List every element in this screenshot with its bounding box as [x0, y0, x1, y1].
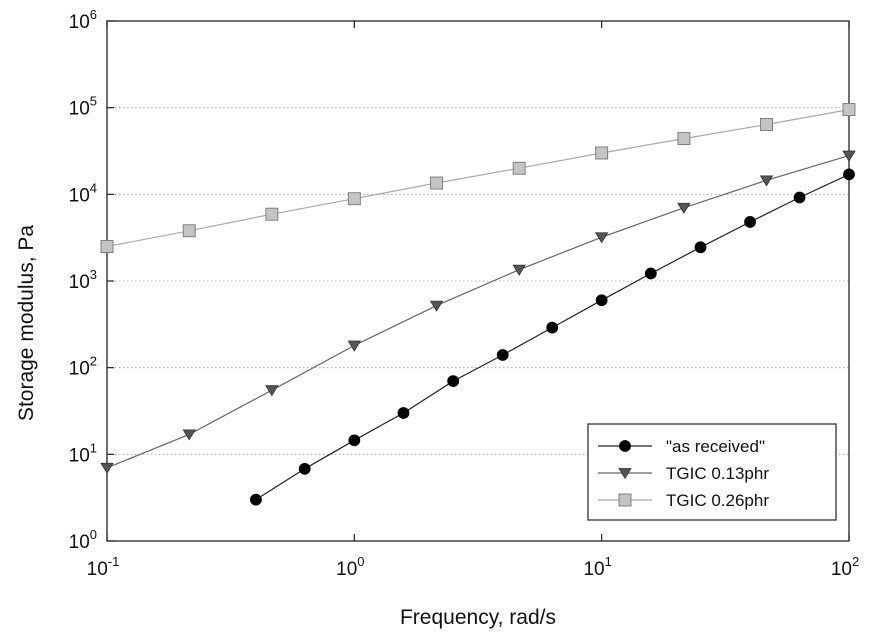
series-1 — [250, 168, 855, 506]
data-point — [265, 385, 279, 397]
data-point — [496, 349, 509, 361]
x-tick-label: 102 — [831, 554, 859, 580]
data-point — [429, 300, 444, 312]
data-point — [546, 321, 559, 334]
legend-entry: "as received" — [598, 437, 765, 456]
data-point — [760, 118, 773, 131]
data-point — [793, 191, 806, 204]
legend-marker — [619, 440, 631, 452]
data-point — [348, 434, 361, 447]
legend-entry: TGIC 0.13phr — [598, 464, 769, 483]
y-tick-label: 105 — [69, 94, 97, 120]
data-point — [250, 493, 262, 506]
data-point — [182, 224, 196, 238]
y-tick-label: 102 — [69, 354, 97, 380]
legend-marker — [618, 468, 632, 480]
data-point — [512, 161, 526, 175]
axis-ticks — [106, 20, 850, 542]
series-line — [106, 155, 850, 469]
data-point — [644, 267, 657, 280]
data-point — [512, 264, 526, 276]
data-point — [843, 168, 855, 181]
data-point — [430, 176, 444, 190]
y-tick-labels: 100 101 102 103 104 105 106 — [69, 7, 97, 553]
series-2 — [100, 150, 856, 474]
data-point — [100, 462, 114, 474]
data-point — [182, 429, 196, 441]
data-point — [595, 294, 608, 307]
data-point — [744, 216, 756, 228]
data-point — [447, 375, 460, 387]
legend-marker — [618, 493, 632, 507]
data-point — [677, 202, 691, 214]
data-point — [694, 241, 707, 254]
data-point — [677, 132, 691, 146]
legend-entry: TGIC 0.26phr — [598, 491, 769, 510]
y-tick-label: 103 — [69, 267, 97, 293]
data-point — [397, 407, 410, 419]
series-line — [106, 109, 850, 248]
data-point — [842, 103, 856, 117]
y-tick-label: 100 — [69, 527, 97, 553]
data-point — [595, 146, 609, 160]
data-point — [759, 175, 774, 187]
y-tick-label: 101 — [69, 440, 97, 466]
x-tick-label: 100 — [336, 554, 364, 580]
series-3 — [100, 103, 856, 253]
data-point — [100, 240, 114, 253]
data-point — [347, 340, 362, 352]
legend-label: TGIC 0.13phr — [666, 464, 769, 483]
y-tick-label: 106 — [69, 7, 97, 33]
legend-label: TGIC 0.26phr — [666, 491, 769, 510]
y-tick-label: 104 — [69, 180, 97, 206]
data-point — [842, 150, 856, 162]
y-axis-title: Storage modulus, Pa — [15, 225, 38, 421]
x-tick-label: 101 — [583, 554, 611, 580]
legend-label: "as received" — [666, 437, 765, 456]
x-axis-title: Frequency, rad/s — [400, 606, 556, 629]
legend: "as received" TGIC 0.13phr TGIC 0.26phr — [587, 423, 837, 521]
legend-entries: "as received" TGIC 0.13phr TGIC 0.26phr — [598, 437, 769, 510]
data-point — [298, 462, 311, 475]
data-point — [347, 192, 361, 206]
series-layer — [100, 103, 856, 506]
x-tick-labels: 10-1 100 101 102 — [87, 554, 860, 580]
gridlines — [107, 107, 849, 455]
data-point — [265, 207, 279, 221]
x-tick-label: 10-1 — [87, 554, 120, 580]
data-point — [594, 232, 609, 244]
